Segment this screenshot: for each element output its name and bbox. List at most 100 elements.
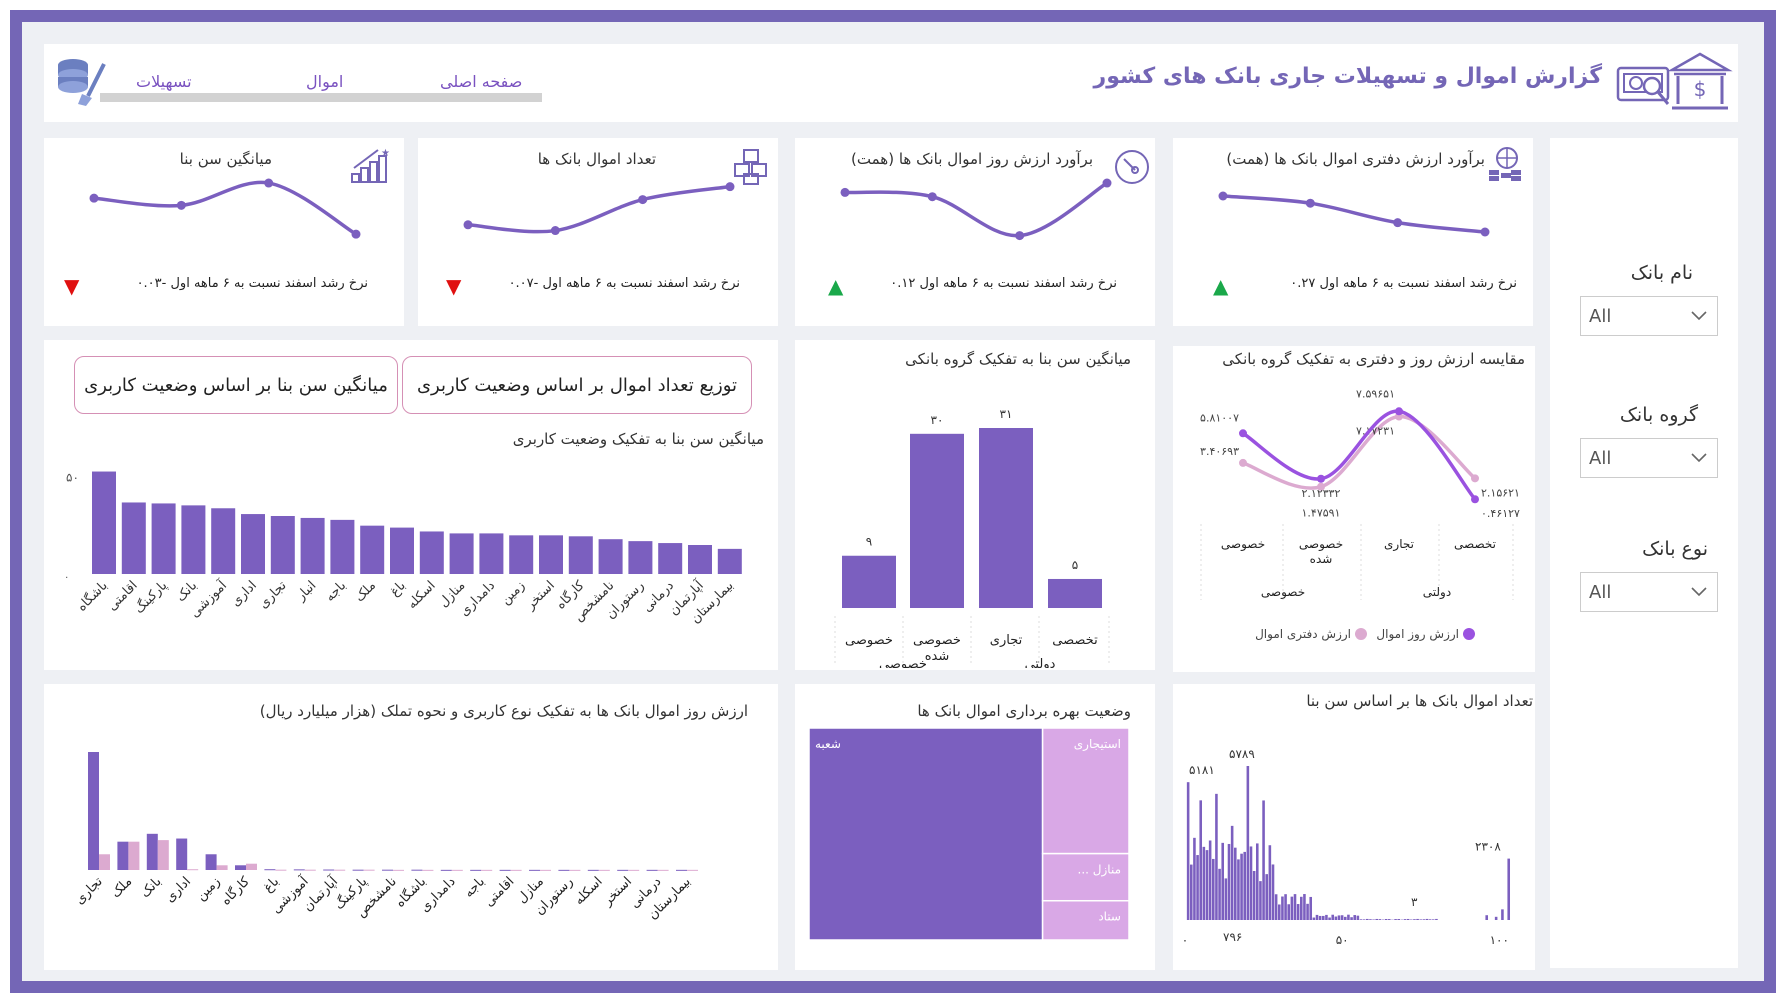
distribution-button[interactable]: توزیع تعداد اموال بر اساس وضعیت کاربری bbox=[402, 356, 752, 414]
bar bbox=[598, 869, 610, 871]
histogram-bar bbox=[1334, 916, 1338, 920]
histogram-bar bbox=[1202, 846, 1206, 920]
bar bbox=[99, 854, 110, 870]
nav-assets[interactable]: اموال bbox=[306, 72, 344, 91]
histogram-bar bbox=[1494, 916, 1498, 920]
bar bbox=[211, 508, 236, 574]
bar bbox=[293, 869, 305, 871]
series-point bbox=[1239, 458, 1247, 467]
treemap-cell bbox=[1041, 727, 1130, 855]
series-point bbox=[1239, 429, 1247, 438]
nav-facilities[interactable]: تسهیلات bbox=[136, 72, 192, 91]
slicer-bank-name[interactable]: All bbox=[1580, 296, 1718, 336]
histogram-bar bbox=[1435, 918, 1438, 920]
histogram-bar bbox=[1211, 858, 1215, 920]
data-label: ۵.۸۱۰۰۷ bbox=[1200, 411, 1239, 424]
histogram-bar bbox=[1243, 851, 1247, 920]
bar bbox=[300, 517, 325, 574]
histogram-bar bbox=[1249, 846, 1253, 920]
series-point bbox=[1317, 474, 1325, 483]
legend-marker bbox=[1355, 628, 1367, 640]
bar bbox=[558, 869, 570, 871]
chevron-down-icon bbox=[1691, 453, 1707, 463]
x-tick-label: بانک bbox=[138, 874, 165, 901]
histogram-bar bbox=[1318, 915, 1322, 920]
bar bbox=[323, 869, 335, 871]
gauge-icon bbox=[1115, 150, 1149, 184]
histogram-bar bbox=[1507, 858, 1511, 920]
sparkline-point bbox=[1218, 191, 1228, 201]
histogram-bar bbox=[1315, 914, 1319, 920]
histogram-bar bbox=[1208, 840, 1212, 920]
svg-text:★: ★ bbox=[381, 148, 390, 159]
data-label: ۳۰ bbox=[931, 413, 944, 427]
histogram-bar bbox=[1328, 917, 1331, 920]
trend-up-icon: ▲ bbox=[828, 274, 844, 298]
bar bbox=[568, 536, 593, 574]
compare-card: مقایسه ارزش روز و دفتری به تفکیک گروه با… bbox=[1173, 346, 1535, 672]
chart-title: ارزش روز اموال بانک ها به تفکیک نوع کارب… bbox=[259, 702, 748, 720]
bar bbox=[363, 869, 375, 871]
chart-title: وضعیت بهره برداری اموال بانک ها bbox=[917, 702, 1131, 720]
histogram-bar bbox=[1218, 868, 1221, 920]
bar bbox=[687, 869, 698, 871]
slicer-bank-type[interactable]: All bbox=[1580, 572, 1718, 612]
x-tick-label: خصوصی bbox=[913, 633, 961, 648]
histogram-bar bbox=[1419, 919, 1423, 920]
x-tick-label: تجاری bbox=[256, 578, 290, 612]
x-group-label: خصوصی bbox=[1261, 585, 1305, 600]
kpi-growth-label: نرخ رشد اسفند نسبت به ۶ ماهه اول -۰.۰۷ bbox=[508, 276, 740, 291]
chevron-down-icon bbox=[1691, 311, 1707, 321]
kpi-card-age: میانگین سن بنا ★ نرخ رشد اسفند نسبت به ۶… bbox=[44, 138, 404, 326]
histogram-bar bbox=[1240, 853, 1243, 920]
bar bbox=[449, 533, 474, 574]
histogram-bar bbox=[1255, 843, 1259, 920]
histogram-bar bbox=[1343, 916, 1347, 920]
bar bbox=[157, 840, 169, 870]
chart-title: تعداد اموال بانک ها بر اساس سن بنا bbox=[1306, 692, 1533, 710]
bar bbox=[422, 869, 434, 871]
slicer-value: All bbox=[1589, 306, 1612, 327]
nav-track bbox=[100, 93, 542, 102]
x-tick-label: خصوصی bbox=[845, 633, 893, 648]
histogram-bar bbox=[1230, 825, 1234, 920]
data-label: ۲.۱۲۳۳۲ bbox=[1302, 487, 1341, 500]
chart-title: میانگین سن بنا به تفکیک وضعیت کاربری bbox=[512, 430, 764, 448]
slicer-bank-group[interactable]: All bbox=[1580, 438, 1718, 478]
histogram-bar bbox=[1321, 915, 1325, 920]
bar bbox=[569, 869, 581, 871]
x-tick-label: تجاری bbox=[72, 874, 106, 908]
nav-home[interactable]: صفحه اصلی bbox=[440, 72, 523, 91]
bar bbox=[910, 433, 964, 608]
data-label: ۲.۱۵۶۲۱ bbox=[1481, 486, 1520, 499]
legend-label: ارزش دفتری اموال bbox=[1255, 627, 1351, 642]
group-age-card: میانگین سن بنا به تفکیک گروه بانکی ۹ خصوص… bbox=[795, 340, 1155, 670]
histogram-bar bbox=[1340, 915, 1344, 920]
kpi-card-count: تعداد اموال بانک ها نرخ رشد اسفند نسبت ب… bbox=[418, 138, 778, 326]
histogram-bar bbox=[1281, 896, 1284, 920]
sparkline-path bbox=[467, 184, 731, 234]
bar bbox=[264, 869, 276, 871]
bar bbox=[539, 535, 563, 574]
slicer-value: All bbox=[1589, 582, 1612, 603]
histogram-bar bbox=[1265, 874, 1269, 920]
histogram-bar bbox=[1416, 918, 1419, 920]
treemap-label: استیجاری bbox=[1074, 737, 1121, 752]
bar bbox=[479, 533, 504, 574]
data-label: ۳ bbox=[1411, 895, 1418, 909]
x-tick-label: ۱۰۰ bbox=[1490, 933, 1509, 947]
x-tick-label: تخصصی bbox=[1052, 633, 1098, 648]
kpi-growth-label: نرخ رشد اسفند نسبت به ۶ ماهه اول ۰.۱۲ bbox=[890, 276, 1117, 291]
bar bbox=[598, 539, 623, 574]
kpi-growth-label: نرخ رشد اسفند نسبت به ۶ ماهه اول -۰.۰۳ bbox=[136, 276, 368, 291]
avg-age-button[interactable]: میانگین سن بنا بر اساس وضعیت کاربری bbox=[74, 356, 398, 414]
treemap-card: وضعیت بهره برداری اموال بانک ها شعبه استی… bbox=[795, 684, 1155, 970]
data-label: ۷۹۶ bbox=[1223, 930, 1242, 944]
treemap-cell bbox=[808, 727, 1044, 941]
trend-down-icon: ▼ bbox=[446, 274, 462, 298]
kpi-card-book-value: برآورد ارزش دفتری اموال بانک ها (همت) نر… bbox=[1173, 138, 1533, 326]
x-group-label: خصوصی bbox=[879, 657, 927, 668]
chevron-down-icon bbox=[1691, 587, 1707, 597]
bar bbox=[216, 865, 228, 870]
